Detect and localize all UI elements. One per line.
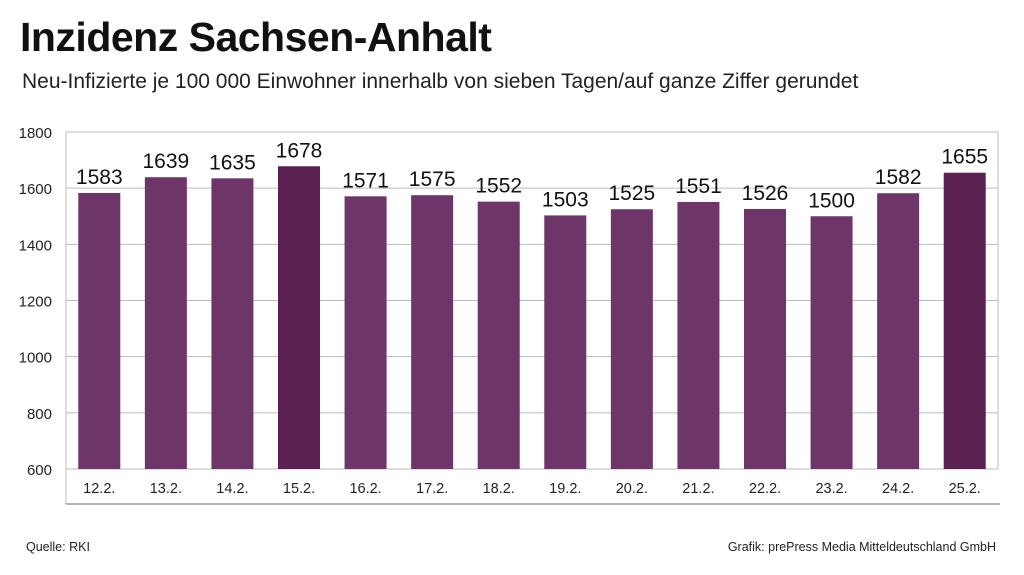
y-tick-label: 1200 [19,294,52,311]
bar [411,195,454,469]
bar [877,193,920,469]
source-note: Quelle: RKI [26,540,90,554]
bar-value-label: 1655 [941,146,988,169]
x-tick-label: 21.2. [682,481,714,497]
bar-value-label: 1635 [209,151,256,174]
x-tick-label: 13.2. [150,481,182,497]
credit-note: Grafik: prePress Media Mitteldeutschland… [727,540,996,554]
bar [477,201,520,469]
bar-value-label: 1500 [808,189,855,212]
page-subtitle: Neu-Infizierte je 100 000 Einwohner inne… [22,70,859,93]
y-tick-label: 600 [27,462,52,479]
y-tick-label: 1600 [19,181,52,198]
bar-value-label: 1551 [675,175,722,198]
x-tick-label: 15.2. [283,481,315,497]
x-tick-label: 24.2. [882,481,914,497]
bar-value-label: 1678 [276,139,323,162]
bar [544,215,587,469]
x-tick-label: 14.2. [216,481,248,497]
y-tick-label: 1400 [19,237,52,254]
bar [78,192,121,469]
x-tick-label: 23.2. [815,481,847,497]
bar [810,216,853,469]
bar-value-label: 1639 [142,150,189,173]
bar [144,177,187,469]
bar-value-label: 1571 [342,169,389,192]
x-tick-label: 12.2. [83,481,115,497]
x-tick-label: 19.2. [549,481,581,497]
bar [744,208,786,469]
bar [278,166,320,470]
bar-value-label: 1525 [608,182,655,205]
bar [677,201,720,470]
bar [943,172,986,470]
x-tick-label: 16.2. [349,481,381,497]
x-tick-label: 18.2. [483,481,515,497]
bar-value-label: 1526 [742,182,789,205]
page-title: Inzidenz Sachsen-Anhalt [20,14,492,60]
y-tick-label: 1800 [19,125,52,142]
x-tick-label: 17.2. [416,481,448,497]
bar [610,209,653,469]
bar-value-label: 1582 [875,166,922,189]
x-tick-label: 22.2. [749,481,781,497]
bar-value-label: 1575 [409,168,456,191]
y-tick-label: 800 [27,406,52,423]
x-tick-label: 25.2. [949,481,981,497]
y-tick-label: 1000 [19,350,52,367]
bar [344,196,387,469]
bar-value-label: 1583 [76,166,123,189]
bar-value-label: 1552 [475,175,522,198]
x-tick-label: 20.2. [616,481,648,497]
bar-value-label: 1503 [542,188,589,211]
bar [211,178,254,469]
